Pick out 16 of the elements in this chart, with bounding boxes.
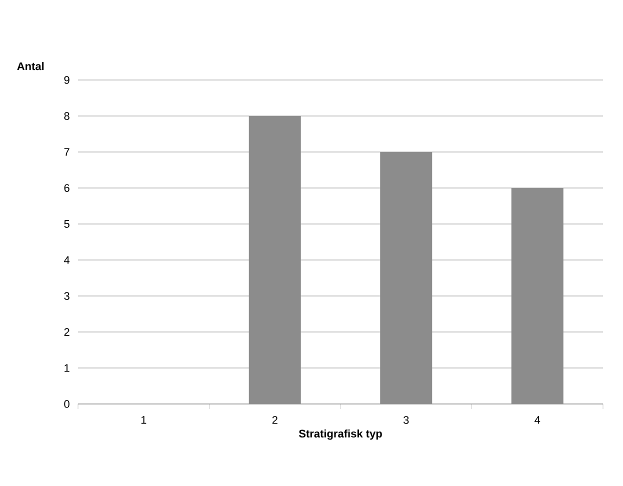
y-tick-label: 9 [64,76,70,84]
y-tick-label: 2 [64,328,70,336]
y-tick-label: 6 [64,184,70,192]
x-tick-label: 1 [141,416,146,424]
x-axis-title: Stratigrafisk typ [298,429,382,440]
x-tick-label: 4 [534,416,540,424]
x-tick-label: 2 [272,416,278,424]
y-axis-title: Antal [17,62,44,70]
y-tick-label: 1 [64,364,70,372]
x-tick-label: 3 [403,416,409,424]
y-tick-label: 5 [64,220,70,228]
y-tick-label: 7 [64,148,70,156]
y-tick-label: 3 [64,292,70,300]
y-tick-label: 8 [64,112,70,120]
y-tick-label: 0 [64,400,70,408]
y-tick-label: 4 [64,256,70,264]
